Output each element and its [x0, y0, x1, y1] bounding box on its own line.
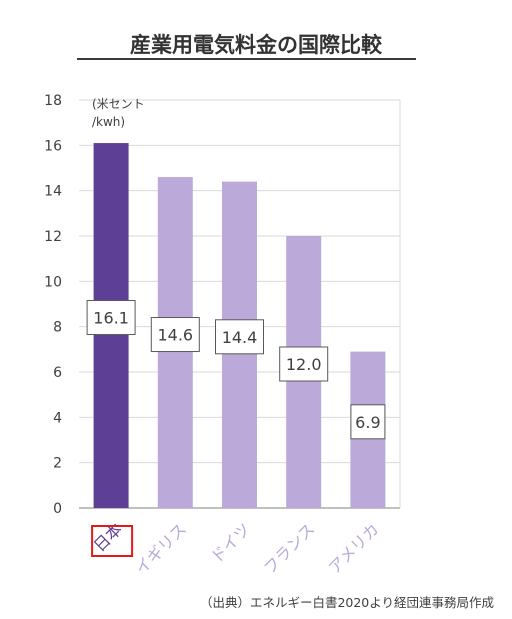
x-category-label: フランス	[260, 519, 318, 577]
y-tick-label: 6	[53, 365, 62, 381]
highlight-box	[91, 525, 134, 557]
y-tick-label: 10	[44, 274, 62, 290]
data-label: 12.0	[286, 355, 322, 374]
data-label-box	[150, 317, 200, 353]
y-tick-label: 4	[53, 410, 62, 426]
y-tick-label: 12	[44, 229, 62, 245]
data-label: 6.9	[355, 413, 380, 432]
data-labels: 16.1 14.6 14.4 12.0 6.9	[86, 300, 386, 440]
x-axis-categories: 日本 イギリス ドイツ フランス アメリカ	[90, 519, 383, 578]
x-category-label: ドイツ	[207, 519, 254, 566]
data-label-box	[350, 404, 386, 440]
y-tick-label: 18	[44, 93, 62, 109]
chart-title: 産業用電気料金の国際比較	[130, 33, 383, 57]
y-axis-ticks: 0 2 4 6 8 10 12 14 16 18	[44, 93, 62, 517]
data-label-box	[279, 346, 329, 382]
x-category-label: アメリカ	[325, 519, 383, 577]
x-category-label: イギリス	[131, 519, 190, 578]
source-note: （出典）エネルギー白書2020より経団連事務局作成	[200, 595, 494, 610]
data-label-box	[86, 300, 136, 336]
y-tick-label: 8	[53, 320, 62, 336]
unit-label-line2: /kwh)	[92, 115, 125, 129]
data-label-box	[215, 319, 264, 355]
y-tick-label: 16	[44, 138, 62, 154]
y-tick-label: 2	[53, 456, 62, 472]
unit-label-line1: (米セント	[92, 97, 145, 111]
y-tick-label: 14	[44, 184, 62, 200]
data-label: 14.4	[222, 328, 258, 347]
y-tick-label: 0	[53, 501, 62, 517]
x-category-label: 日本	[90, 519, 126, 555]
data-label: 14.6	[157, 326, 193, 345]
data-label: 16.1	[93, 309, 129, 328]
